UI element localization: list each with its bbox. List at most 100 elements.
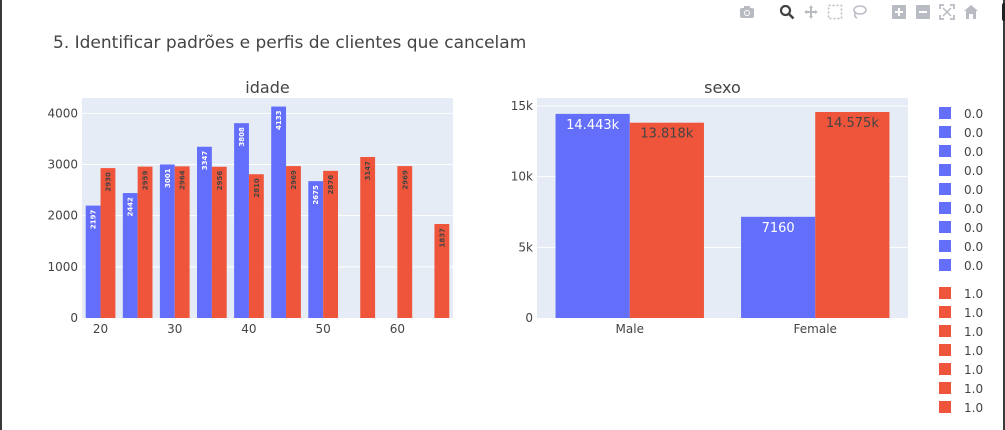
sexo-y-tick-label: 5k <box>518 240 533 254</box>
legend-label: 1.0 <box>964 287 983 301</box>
idade-x-tick-label: 50 <box>316 322 331 336</box>
idade-y-tick-label: 1000 <box>47 260 78 274</box>
idade-bar-label: 2969 <box>290 170 298 190</box>
legend-item[interactable]: 0.0 <box>939 164 983 178</box>
idade-bar-label: 2442 <box>127 197 135 217</box>
idade-bar-label: 2959 <box>142 170 150 190</box>
legend-swatch <box>939 126 951 138</box>
legend-item[interactable]: 1.0 <box>939 382 983 396</box>
legend-label: 0.0 <box>964 164 983 178</box>
sexo-y-tick-label: 10k <box>511 170 533 184</box>
idade-y-tick-label: 0 <box>70 311 78 325</box>
idade-x-tick-label: 40 <box>241 322 256 336</box>
idade-bar[interactable] <box>85 205 101 318</box>
legend-swatch <box>939 306 951 318</box>
legend-label: 1.0 <box>964 401 983 415</box>
idade-y-tick-label: 2000 <box>47 209 78 223</box>
idade-bar-label: 4133 <box>275 110 283 130</box>
idade-bar[interactable] <box>308 181 324 318</box>
box-select-icon[interactable] <box>826 3 844 21</box>
left-border <box>0 0 2 430</box>
idade-bar[interactable] <box>360 156 376 318</box>
pan-icon[interactable] <box>802 3 820 21</box>
idade-bar[interactable] <box>248 174 264 318</box>
idade-bar[interactable] <box>397 166 413 318</box>
idade-y-tick-label: 4000 <box>47 106 78 120</box>
sexo-bar[interactable] <box>815 112 890 318</box>
zoom-icon[interactable] <box>778 3 796 21</box>
legend-item[interactable]: 0.0 <box>939 240 983 254</box>
legend-swatch <box>939 363 951 375</box>
legend-item[interactable]: 1.0 <box>939 401 983 415</box>
sexo-y-tick-label: 15k <box>511 99 533 113</box>
legend-label: 0.0 <box>964 202 983 216</box>
idade-bar[interactable] <box>137 166 153 318</box>
idade-bar-label: 3001 <box>164 168 172 188</box>
legend-label: 1.0 <box>964 363 983 377</box>
idade-bar-label: 3808 <box>238 127 246 147</box>
sexo-chart-title: sexo <box>704 78 741 97</box>
camera-icon[interactable] <box>738 3 756 21</box>
legend-item[interactable]: 1.0 <box>939 287 983 301</box>
legend-item[interactable]: 0.0 <box>939 126 983 140</box>
idade-bar[interactable] <box>271 106 287 318</box>
idade-bar[interactable] <box>159 164 175 318</box>
legend-swatch <box>939 107 951 119</box>
idade-bar[interactable] <box>234 123 249 319</box>
sexo-bar[interactable] <box>629 122 704 318</box>
legend-swatch <box>939 382 951 394</box>
lasso-select-icon[interactable] <box>850 3 868 21</box>
legend-item[interactable]: 0.0 <box>939 221 983 235</box>
idade-x-tick-label: 60 <box>390 322 405 336</box>
sexo-bar-label: 13.818k <box>640 127 693 142</box>
legend-label: 0.0 <box>964 221 983 235</box>
legend-label: 1.0 <box>964 344 983 358</box>
autoscale-icon[interactable] <box>938 3 956 21</box>
zoom-in-icon[interactable] <box>890 3 908 21</box>
idade-bar[interactable] <box>323 170 338 318</box>
idade-bar-label: 3347 <box>201 151 209 171</box>
legend-label: 0.0 <box>964 183 983 197</box>
legend-item[interactable]: 0.0 <box>939 202 983 216</box>
legend-item[interactable]: 1.0 <box>939 344 983 358</box>
legend-swatch <box>939 344 951 356</box>
legend-item[interactable]: 0.0 <box>939 107 983 121</box>
idade-chart-title: idade <box>245 78 289 97</box>
plotly-logo-icon[interactable] <box>1002 3 1005 21</box>
idade-x-tick-label: 20 <box>93 322 108 336</box>
idade-bar[interactable] <box>197 146 212 318</box>
sexo-bar[interactable] <box>741 216 816 318</box>
idade-bar[interactable] <box>122 193 138 318</box>
legend-swatch <box>939 183 951 195</box>
zoom-out-icon[interactable] <box>914 3 932 21</box>
right-border <box>1003 0 1005 430</box>
idade-bar[interactable] <box>211 166 227 318</box>
idade-bar[interactable] <box>100 168 116 318</box>
legend-swatch <box>939 401 951 413</box>
legend-swatch <box>939 202 951 214</box>
legend-item[interactable]: 1.0 <box>939 306 983 320</box>
legend-label: 1.0 <box>964 382 983 396</box>
legend-swatch <box>939 164 951 176</box>
idade-bar-label: 2675 <box>312 185 320 205</box>
legend-item[interactable]: 0.0 <box>939 145 983 159</box>
idade-bar-label: 2876 <box>327 175 335 195</box>
idade-bar[interactable] <box>434 224 450 318</box>
legend-item[interactable]: 0.0 <box>939 183 983 197</box>
legend-swatch <box>939 145 951 157</box>
legend-swatch <box>939 240 951 252</box>
idade-y-tick-label: 3000 <box>47 158 78 172</box>
legend-item[interactable]: 0.0 <box>939 259 983 273</box>
reset-axes-icon[interactable] <box>962 3 980 21</box>
sexo-bar[interactable] <box>555 113 630 318</box>
sexo-bar-label: 14.443k <box>566 118 619 133</box>
idade-bar-label: 3147 <box>364 161 372 181</box>
legend-item[interactable]: 1.0 <box>939 325 983 339</box>
idade-bar-label: 1837 <box>438 228 446 248</box>
idade-bar-label: 2969 <box>401 170 409 190</box>
legend-swatch <box>939 325 951 337</box>
sexo-bar-label: 14.575k <box>826 116 879 131</box>
idade-bar[interactable] <box>286 166 301 318</box>
idade-bar[interactable] <box>174 166 190 318</box>
legend-item[interactable]: 1.0 <box>939 363 983 377</box>
